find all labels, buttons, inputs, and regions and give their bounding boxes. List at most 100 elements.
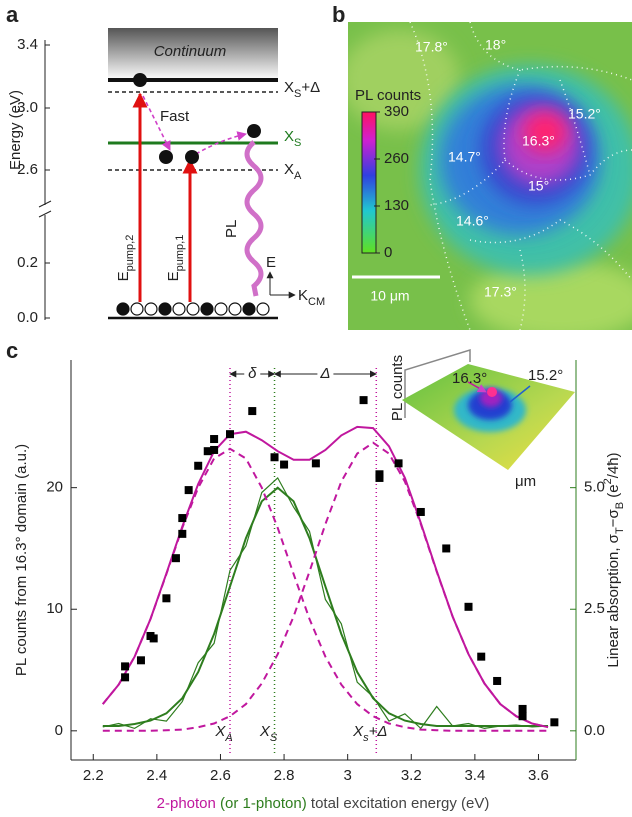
x-tick-label: 2.8 — [274, 767, 295, 784]
label-part: (or 1-photon) — [216, 795, 307, 812]
y-tick-label: 0.0 — [17, 309, 38, 326]
ground-states — [116, 302, 270, 316]
label-part: total excitation energy (eV) — [307, 795, 490, 812]
x-tick-label: 2.4 — [146, 767, 167, 784]
data-point — [518, 712, 527, 721]
label-part: T — [614, 527, 626, 534]
data-point — [203, 447, 212, 456]
x-tick-label: 3 — [343, 767, 351, 784]
marker-label: XA — [214, 723, 232, 744]
level-label: XA — [284, 161, 302, 182]
panel-label: a — [6, 2, 19, 27]
y-tick-label: 10 — [46, 600, 63, 617]
label-part: +Δ — [369, 723, 388, 740]
pump-label: Epump,2 — [115, 235, 136, 282]
exciton — [133, 73, 147, 87]
data-point — [375, 473, 384, 482]
y-axis-label: Energy (eV) — [7, 90, 24, 170]
relax-arrow — [142, 95, 171, 151]
x-tick-label: 3.6 — [528, 767, 549, 784]
data-point — [178, 529, 187, 538]
label-part: S — [270, 732, 278, 744]
colorbar-title: PL counts — [355, 87, 421, 104]
label-part: X — [284, 79, 294, 96]
y-tick-label: 3.0 — [17, 99, 38, 116]
pl-label: PL — [223, 220, 240, 238]
label-part: CM — [308, 296, 325, 308]
data-point — [184, 486, 193, 495]
curve — [102, 447, 548, 732]
data-point — [518, 704, 527, 713]
data-point — [416, 507, 425, 516]
panel-label: c — [6, 338, 18, 363]
data-point — [493, 676, 502, 685]
energy-diagram: Continuum — [38, 28, 296, 320]
inset-x-label: μm — [515, 473, 536, 490]
label-part: A — [294, 170, 302, 182]
continuum — [108, 28, 278, 80]
data-point — [270, 453, 279, 462]
data-point — [210, 435, 219, 444]
axis-break — [38, 210, 52, 218]
data-point — [149, 634, 158, 643]
axis-break — [38, 200, 52, 208]
pl-map — [348, 22, 632, 330]
label-part: pump,1 — [174, 235, 186, 272]
inset-3d — [402, 348, 575, 470]
data-point — [359, 396, 368, 405]
data-point — [194, 461, 203, 470]
x-tick-label: 3.2 — [401, 767, 422, 784]
relax-arrow — [195, 131, 247, 155]
data-point — [248, 407, 257, 416]
y-axis-label: PL counts from 16.3° domain (a.u.) — [13, 444, 30, 676]
y-tick-label: 2.6 — [17, 161, 38, 178]
x-tick-label: 2.2 — [83, 767, 104, 784]
y2-tick-label: 2.5 — [584, 600, 605, 617]
y-tick-label: 0 — [55, 722, 63, 739]
domain-angle: 15.2° — [568, 106, 601, 122]
colorbar-tick-label: 390 — [384, 103, 409, 120]
label-part: s — [363, 732, 369, 744]
data-point — [210, 445, 219, 454]
data-point — [394, 459, 403, 468]
level-label: XS+Δ — [284, 79, 320, 100]
domain-angle: 17.8° — [415, 39, 448, 55]
label-part: Linear absorption, σ — [605, 533, 622, 667]
label-part: −σ — [605, 509, 622, 528]
panel-label: b — [332, 2, 345, 27]
label-part: B — [614, 502, 626, 509]
label-part: S — [294, 137, 301, 149]
exciton — [247, 124, 261, 138]
y-tick-label: 3.4 — [17, 36, 38, 53]
data-point — [280, 460, 289, 469]
pl-emission — [244, 140, 264, 297]
label-part: X — [352, 723, 364, 740]
y-tick-label: 20 — [46, 479, 63, 496]
curve — [102, 425, 549, 729]
label-part: (e — [605, 484, 622, 502]
domain-angle: 15° — [528, 178, 549, 194]
data-point — [477, 652, 486, 661]
spacing-label: Δ — [319, 365, 330, 382]
inset-peak-label: 16.3° — [452, 370, 487, 387]
data-point — [442, 544, 451, 553]
label-part: /4ħ) — [605, 452, 622, 478]
exciton — [159, 150, 173, 164]
curve — [102, 476, 549, 730]
inset-y-label: PL counts — [389, 355, 406, 421]
curve — [102, 486, 548, 727]
continuum-label: Continuum — [154, 43, 227, 60]
level-label: XS — [284, 128, 301, 149]
label-part: X — [214, 723, 226, 740]
label-part: S — [294, 88, 301, 100]
y2-tick-label: 5.0 — [584, 479, 605, 496]
domain-angle: 14.7° — [448, 149, 481, 165]
data-point — [311, 459, 320, 468]
domain-angle: 18° — [485, 37, 506, 53]
colorbar — [361, 111, 377, 254]
data-point — [550, 718, 559, 727]
colorbar-tick-label: 260 — [384, 150, 409, 167]
inset-peak-label: 15.2° — [528, 367, 563, 384]
